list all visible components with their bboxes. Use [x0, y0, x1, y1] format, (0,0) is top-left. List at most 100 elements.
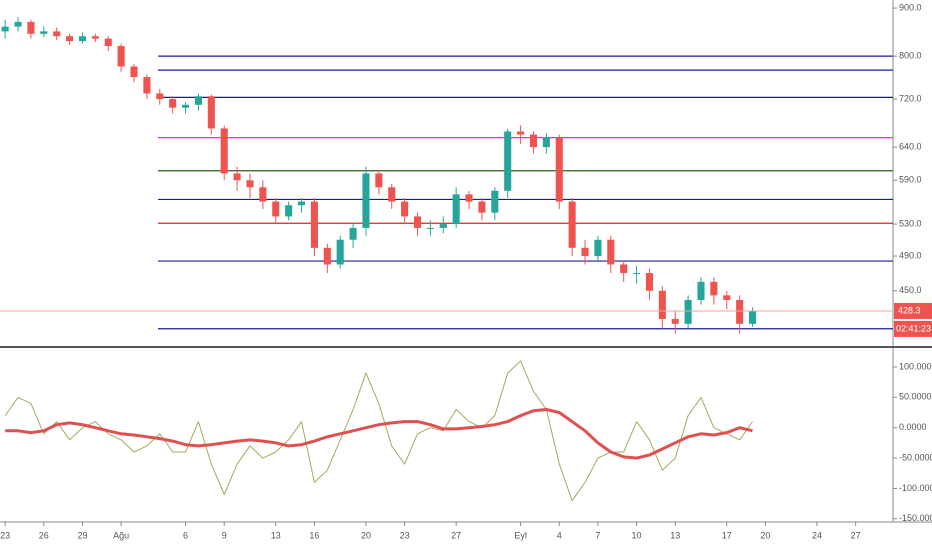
x-tick-label: 4: [557, 530, 562, 540]
candle-body: [1, 26, 9, 32]
y-tick-label: 640.0: [899, 142, 922, 152]
y-tick-label: 590.0: [899, 175, 922, 185]
candle-body: [542, 137, 550, 148]
candle-body: [465, 194, 473, 202]
candle-body: [736, 299, 744, 324]
y-tick-label: 0.0000: [899, 422, 927, 432]
y-tick-label: 720.0: [899, 93, 922, 103]
candle-body: [710, 281, 718, 296]
y-tick-label: 450.0: [899, 285, 922, 295]
candle-body: [439, 224, 447, 228]
x-tick-label: 23: [0, 530, 10, 540]
candle-body: [388, 187, 396, 202]
candle-body: [645, 273, 653, 291]
candle-body: [633, 273, 641, 275]
oscillator-line: [4, 360, 753, 502]
x-tick-label: 6: [183, 530, 188, 540]
candle-body: [104, 38, 112, 47]
y-tick-label: 50.0000: [899, 392, 932, 402]
candle-body: [130, 66, 138, 78]
candle-body: [91, 36, 99, 39]
candle-body: [620, 264, 628, 274]
candle-body: [555, 137, 563, 202]
candle-body: [581, 247, 589, 257]
candle-body: [594, 239, 602, 257]
candle-body: [517, 131, 525, 135]
candle-body: [426, 227, 434, 229]
candle-body: [349, 227, 357, 240]
x-tick-label: 26: [39, 530, 49, 540]
candle-body: [220, 128, 228, 174]
y-tick-label: 490.0: [899, 250, 922, 260]
x-tick-label: Ağu: [113, 530, 129, 540]
x-tick-label: 10: [632, 530, 642, 540]
x-tick-label: 24: [812, 530, 822, 540]
candle-body: [748, 310, 757, 324]
x-tick-label: 27: [851, 530, 861, 540]
candle-body: [697, 281, 705, 300]
y-tick-label: -100.0000: [899, 483, 932, 493]
candle-body: [169, 99, 177, 108]
candle-body: [143, 77, 151, 94]
candle-body: [259, 187, 267, 202]
candle-body: [529, 134, 538, 148]
countdown-label: 02:41:23: [896, 323, 931, 333]
candle-body: [478, 201, 486, 213]
candle-body: [297, 201, 306, 206]
candle-body: [66, 36, 74, 42]
candle-body: [401, 201, 409, 217]
candle-body: [285, 205, 293, 217]
x-tick-label: 9: [222, 530, 227, 540]
candle-body: [78, 36, 87, 42]
candle-body: [310, 201, 318, 248]
candle-body: [658, 290, 666, 319]
x-tick-label: Eyl: [514, 530, 527, 540]
x-tick-label: 29: [77, 530, 87, 540]
candle-body: [362, 173, 370, 228]
x-tick-label: 20: [361, 530, 371, 540]
candle-body: [40, 31, 48, 34]
x-tick-label: 20: [760, 530, 770, 540]
y-tick-label: -50.0000: [899, 452, 932, 462]
candle-body: [246, 180, 254, 188]
x-tick-label: 27: [451, 530, 461, 540]
x-tick-label: 13: [271, 530, 281, 540]
candle-body: [53, 31, 61, 37]
candle-body: [671, 318, 679, 324]
candle-body: [452, 194, 460, 225]
candle-body: [207, 96, 215, 129]
x-tick-label: 7: [595, 530, 600, 540]
x-tick-label: 13: [670, 530, 680, 540]
y-tick-label: -150.0000: [899, 513, 932, 523]
candle-body: [117, 46, 125, 67]
x-tick-label: 23: [400, 530, 410, 540]
candle-body: [607, 239, 615, 265]
x-tick-label: 16: [309, 530, 319, 540]
candle-body: [27, 21, 35, 34]
last-price-box: [894, 302, 932, 319]
candle-body: [504, 131, 512, 191]
candle-body: [413, 216, 422, 228]
candle-body: [684, 299, 692, 324]
y-tick-label: 530.0: [899, 218, 922, 228]
candle-body: [723, 295, 731, 300]
candle-body: [491, 190, 499, 213]
candle-body: [375, 173, 383, 188]
last-price-label: 428.3: [898, 305, 921, 315]
candle-body: [323, 247, 331, 265]
y-tick-label: 900.0: [899, 2, 922, 12]
candle-body: [156, 93, 164, 100]
candle-body: [233, 173, 241, 181]
candle-body: [182, 104, 190, 108]
y-tick-label: 800.0: [899, 50, 922, 60]
candle-body: [194, 96, 202, 105]
candle-body: [14, 21, 22, 27]
candle-body: [568, 201, 576, 248]
oscillator-line: [5, 408, 753, 460]
candle-body: [336, 239, 344, 265]
countdown-box: [894, 320, 932, 337]
y-tick-label: 100.0000: [899, 361, 932, 371]
x-tick-label: 17: [722, 530, 732, 540]
